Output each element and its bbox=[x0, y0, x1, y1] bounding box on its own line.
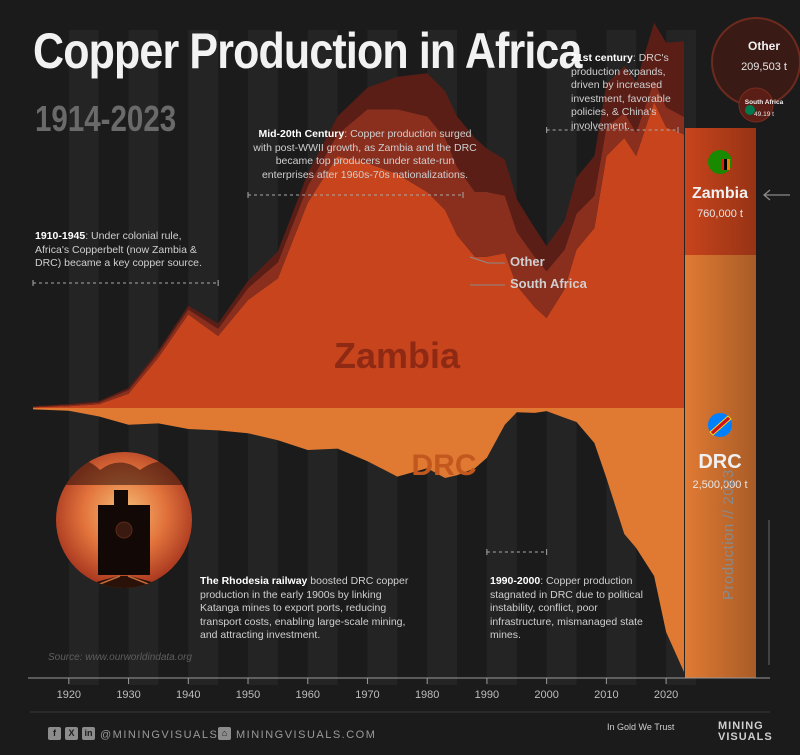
note-rhodesia-railway: The Rhodesia railway boosted DRC copper … bbox=[200, 575, 409, 641]
bar-label-drc: DRC bbox=[698, 451, 741, 473]
x-tick-label: 1960 bbox=[295, 689, 319, 701]
bar-value-zambia: 760,000 t bbox=[697, 208, 743, 220]
x-tick-label: 2010 bbox=[594, 689, 618, 701]
website-link[interactable]: MININGVISUALS.COM bbox=[236, 729, 377, 741]
x-tick-label: 1920 bbox=[57, 689, 81, 701]
locomotive-chimney bbox=[114, 490, 128, 508]
source-credit: Source: www.ourworldindata.org bbox=[48, 652, 192, 663]
bar-shade bbox=[685, 128, 756, 678]
inline-series-labels: Zambia DRC Other South Africa bbox=[334, 254, 588, 482]
arrow-icon bbox=[762, 189, 790, 201]
facebook-icon[interactable]: f bbox=[48, 727, 61, 740]
x-tick-label: 2000 bbox=[534, 689, 558, 701]
y-axis-label: Production // 2023 bbox=[720, 469, 737, 600]
page-title: Copper Production in Africa bbox=[33, 23, 582, 79]
bar-label-south-africa: South Africa bbox=[745, 99, 784, 106]
x-tick-label: 1940 bbox=[176, 689, 200, 701]
linkedin-icon[interactable]: in bbox=[82, 727, 95, 740]
note-1990-2000: 1990-2000: Copper production stagnated i… bbox=[490, 575, 643, 641]
stream-south-africa bbox=[33, 80, 684, 408]
leader-lines bbox=[469, 256, 505, 286]
x-axis: 1920 1930 1940 1950 1960 1970 1980 1990 2000 2010… bbox=[28, 677, 770, 713]
x-tick-label: 1930 bbox=[116, 689, 140, 701]
smoke-cloud bbox=[56, 460, 190, 485]
zambia-flag-stripe bbox=[727, 159, 730, 170]
bar-label-zambia: Zambia bbox=[692, 185, 748, 202]
social-handle[interactable]: @MININGVISUALS bbox=[100, 729, 219, 741]
in-gold-we-trust-logo: In Gold We Trust bbox=[607, 722, 675, 732]
home-icon[interactable]: ⌂ bbox=[218, 727, 231, 740]
x-tick-label: 1980 bbox=[415, 689, 439, 701]
x-tick-label: 2020 bbox=[654, 689, 678, 701]
inline-label-drc: DRC bbox=[412, 449, 477, 482]
annotation-brackets bbox=[32, 127, 679, 555]
inline-label-south-africa: South Africa bbox=[510, 276, 588, 291]
drc-flag-stripe bbox=[709, 415, 732, 436]
note-mid-20th-century: Mid-20th Century: Copper production surg… bbox=[253, 128, 477, 181]
bar-value-other: 209,503 t bbox=[741, 61, 787, 73]
locomotive-lamp bbox=[115, 521, 133, 539]
x-tick-label: 1950 bbox=[236, 689, 260, 701]
south-africa-flag-icon bbox=[745, 105, 755, 115]
locomotive-body bbox=[98, 505, 150, 575]
year-range-subtitle: 1914-2023 bbox=[35, 98, 177, 139]
stream-other bbox=[33, 22, 684, 407]
stream-drc bbox=[33, 408, 684, 672]
note-21st-century: 21st century: DRC's production expands, … bbox=[571, 52, 671, 132]
train-silhouette bbox=[56, 460, 190, 588]
x-tick-label: 1970 bbox=[355, 689, 379, 701]
production-2023-bar: Other 209,503 t South Africa 49.19 t Zambia 7… bbox=[685, 17, 800, 678]
stream-zambia bbox=[33, 102, 684, 408]
x-tick-label: 1990 bbox=[475, 689, 499, 701]
bar-value-south-africa: 49.19 t bbox=[754, 111, 774, 118]
zambia-flag-stripe bbox=[724, 159, 727, 170]
note-1910-1945: 1910-1945: Under colonial rule, Africa's… bbox=[35, 230, 202, 269]
x-icon[interactable]: X bbox=[65, 727, 78, 740]
bar-label-other: Other bbox=[748, 39, 780, 53]
train-illustration bbox=[56, 452, 192, 588]
bar-value-drc: 2,500,000 t bbox=[692, 479, 747, 491]
mining-visuals-logo: MINING VISUALS bbox=[718, 720, 773, 743]
stream-areas bbox=[33, 22, 684, 672]
inline-label-zambia: Zambia bbox=[334, 335, 461, 376]
inline-label-other: Other bbox=[510, 254, 545, 269]
zambia-flag-stripe bbox=[721, 159, 724, 170]
railway-tracks bbox=[60, 576, 188, 588]
